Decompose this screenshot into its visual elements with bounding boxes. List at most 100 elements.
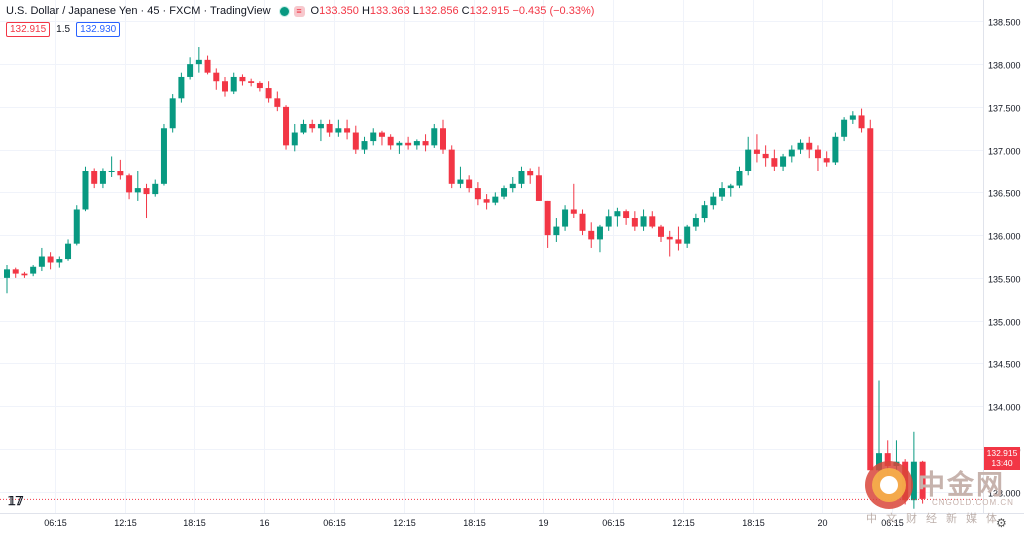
sell-button[interactable]: 132.915 xyxy=(6,22,51,37)
price-tick-label: 134.000 xyxy=(988,403,1021,413)
candle-body xyxy=(518,171,525,184)
time-tick-label: 20 xyxy=(817,518,827,528)
candle-body xyxy=(527,171,534,176)
candle-body xyxy=(858,115,865,129)
candle-body xyxy=(701,205,708,219)
candle-body xyxy=(553,226,560,236)
candle-body xyxy=(248,81,255,83)
bar-countdown: 13:40 xyxy=(991,458,1013,468)
candle-body xyxy=(841,119,848,137)
candle-body xyxy=(640,216,647,227)
candle-body xyxy=(745,149,752,171)
cngold-logo-icon xyxy=(865,461,913,509)
candle-body xyxy=(727,185,734,189)
candle-body xyxy=(4,269,10,278)
candle-body xyxy=(169,98,176,129)
candle-body xyxy=(832,136,839,163)
candle-body xyxy=(256,82,263,89)
candle-body xyxy=(649,216,656,227)
candle-body xyxy=(47,256,54,263)
candle-body xyxy=(579,213,586,231)
menu-icon[interactable]: ≡ xyxy=(293,5,305,17)
candle-body xyxy=(614,211,621,217)
time-tick-label: 06:15 xyxy=(881,518,904,528)
price-tick-label: 138.500 xyxy=(988,18,1021,28)
candle-body xyxy=(12,269,19,274)
candle-body xyxy=(466,179,473,189)
time-tick-label: 18:15 xyxy=(742,518,765,528)
time-tick-label: 06:15 xyxy=(602,518,625,528)
last-price-value: 132.915 xyxy=(986,448,1018,458)
candle-body xyxy=(230,76,237,92)
candle-body xyxy=(187,64,194,77)
time-tick-label: 12:15 xyxy=(393,518,416,528)
price-tick-label: 137.500 xyxy=(988,104,1021,114)
time-tick-label: 19 xyxy=(538,518,548,528)
candle-body xyxy=(378,132,385,137)
candle-body xyxy=(849,115,856,120)
candle-body xyxy=(535,175,542,201)
high-value: 133.363 xyxy=(369,5,410,17)
time-tick-label: 18:15 xyxy=(183,518,206,528)
candle-body xyxy=(771,158,778,167)
gear-icon[interactable]: ⚙ xyxy=(996,516,1007,530)
candle-body xyxy=(544,200,551,236)
time-tick-label: 12:15 xyxy=(114,518,137,528)
candle-body xyxy=(204,59,211,73)
candle-body xyxy=(291,132,298,146)
candle-body xyxy=(457,179,464,184)
candle-body xyxy=(335,128,342,133)
candle-body xyxy=(823,158,830,163)
price-tick-label: 135.000 xyxy=(988,318,1021,328)
candle-body xyxy=(666,236,673,240)
price-tick-label: 138.000 xyxy=(988,61,1021,71)
candle-body xyxy=(780,156,787,167)
candle-body xyxy=(753,149,760,154)
symbol-title[interactable]: U.S. Dollar / Japanese Yen · 45 · FXCM ·… xyxy=(6,5,271,17)
candle-body xyxy=(38,256,45,267)
candle-body xyxy=(413,141,420,146)
candle-body xyxy=(73,209,80,244)
price-tick-label: 135.500 xyxy=(988,275,1021,285)
market-status-icon[interactable] xyxy=(278,5,290,17)
close-value: 132.915 xyxy=(469,5,510,17)
candle-body xyxy=(806,142,813,150)
candle-body xyxy=(160,128,167,184)
candle-body xyxy=(178,76,185,99)
candle-body xyxy=(134,188,141,193)
candle-body xyxy=(82,171,89,210)
candle-body xyxy=(797,142,804,150)
candle-body xyxy=(344,128,351,133)
tradingview-logo-icon[interactable]: 𝟙𝟟 xyxy=(8,494,24,508)
candle-body xyxy=(675,239,682,244)
candle-body xyxy=(300,123,307,133)
time-tick-label: 16 xyxy=(259,518,269,528)
bid-ask-row: 132.915 1.5 132.930 xyxy=(6,22,121,37)
price-tick-label: 134.500 xyxy=(988,360,1021,370)
candle-body xyxy=(405,142,412,146)
candle-body xyxy=(56,259,63,263)
time-tick-label: 06:15 xyxy=(323,518,346,528)
ohlc-values: O133.350 H133.363 L132.856 C132.915 −0.4… xyxy=(310,5,595,17)
candle-body xyxy=(448,149,455,184)
candle-body xyxy=(431,128,438,146)
chart-grid xyxy=(0,0,983,513)
watermark-subtitle: 中文财经新媒体 xyxy=(866,513,1006,525)
change-value: −0.435 (−0.33%) xyxy=(512,5,595,17)
candle-body xyxy=(509,183,516,189)
last-price-tag: 132.915 13:40 xyxy=(984,447,1020,470)
buy-button[interactable]: 132.930 xyxy=(76,22,121,37)
time-tick-label: 06:15 xyxy=(44,518,67,528)
price-tick-label: 133.000 xyxy=(988,489,1021,499)
candle-body xyxy=(474,188,481,200)
candle-body xyxy=(99,171,106,184)
low-value: 132.856 xyxy=(418,5,459,17)
candle-body xyxy=(309,123,316,129)
watermark-url: CNGOLD.COM.CN xyxy=(932,498,1014,507)
candle-body xyxy=(483,199,490,203)
candle-body xyxy=(222,81,228,92)
time-tick-label: 12:15 xyxy=(672,518,695,528)
candle-body xyxy=(361,141,368,150)
candle-body xyxy=(213,72,220,82)
